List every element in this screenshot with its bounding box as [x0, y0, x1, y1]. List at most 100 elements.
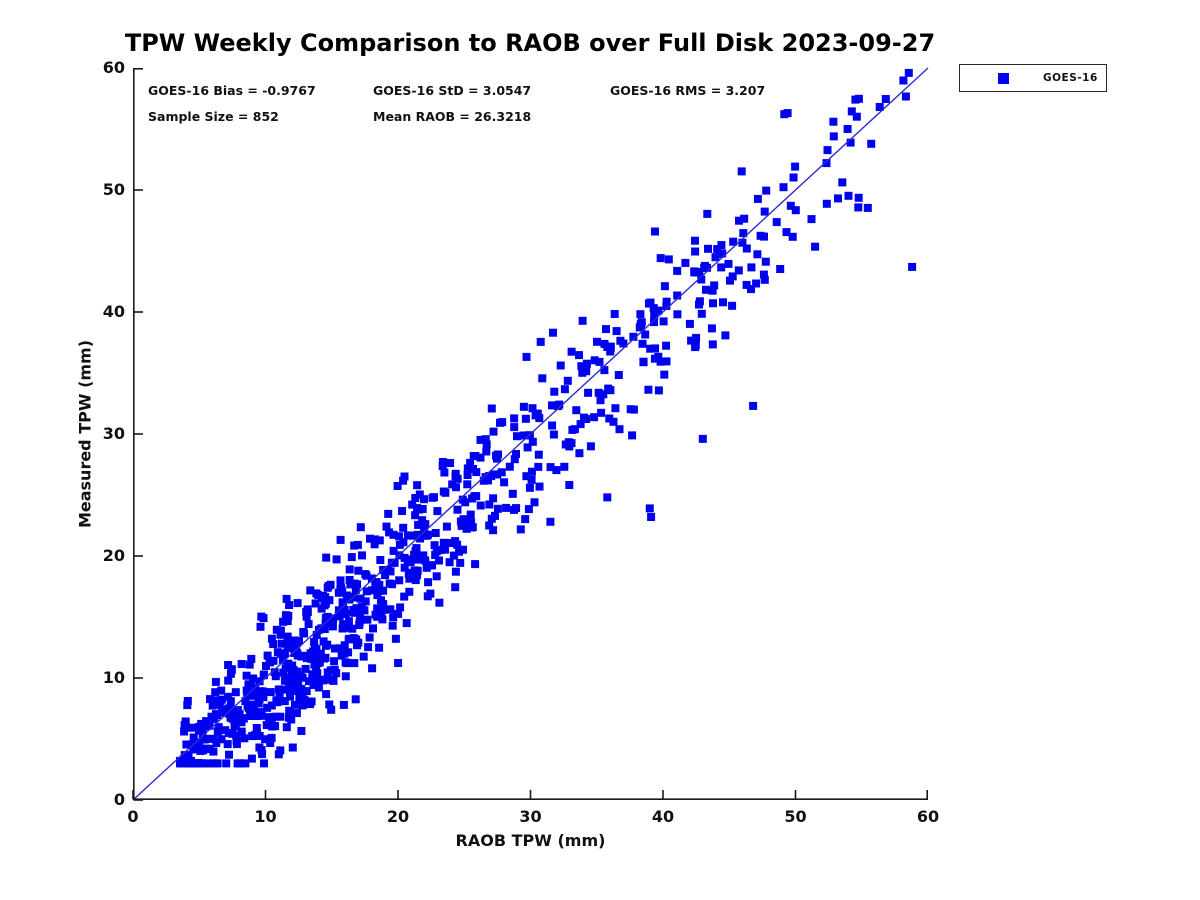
- scatter-point: [453, 505, 462, 514]
- scatter-point: [489, 526, 498, 535]
- scatter-point: [241, 697, 250, 706]
- scatter-point: [267, 701, 276, 710]
- scatter-point: [295, 672, 304, 681]
- scatter-point: [281, 611, 290, 620]
- scatter-point: [753, 250, 762, 259]
- scatter-point: [563, 376, 572, 385]
- scatter-point: [346, 580, 355, 589]
- scatter-point: [908, 262, 917, 271]
- scatter-point: [462, 517, 471, 526]
- scatter-point: [838, 178, 847, 187]
- scatter-point: [596, 396, 605, 405]
- scatter-point: [283, 632, 292, 641]
- scatter-point: [271, 712, 280, 721]
- scatter-point: [271, 672, 280, 681]
- scatter-point: [336, 535, 345, 544]
- scatter-point: [508, 489, 517, 498]
- scatter-point: [430, 541, 439, 550]
- scatter-point: [647, 513, 656, 521]
- scatter-point: [471, 560, 480, 569]
- scatter-point: [605, 414, 614, 423]
- scatter-point: [536, 337, 545, 346]
- scatter-point: [302, 687, 311, 696]
- scatter-point: [408, 500, 417, 509]
- scatter-point: [189, 745, 198, 754]
- scatter-point: [213, 759, 222, 768]
- scatter-point: [336, 576, 345, 585]
- scatter-point: [521, 515, 530, 524]
- scatter-point: [510, 455, 519, 464]
- scatter-point: [656, 357, 665, 366]
- scatter-point: [457, 521, 466, 530]
- scatter-point: [577, 362, 586, 371]
- scatter-point: [195, 726, 203, 735]
- y-tick-label: 40: [102, 302, 125, 321]
- scatter-point: [286, 685, 295, 694]
- scatter-point: [510, 423, 519, 432]
- scatter-point: [314, 683, 323, 692]
- scatter-point: [487, 514, 496, 523]
- scatter-point: [548, 421, 557, 430]
- scatter-point: [353, 540, 362, 549]
- scatter-point: [411, 511, 420, 520]
- scatter-point: [258, 687, 267, 696]
- scatter-point: [512, 450, 520, 458]
- scatter-point: [467, 518, 476, 527]
- scatter-point: [719, 298, 727, 307]
- scatter-point: [329, 614, 338, 623]
- scatter-point: [691, 247, 700, 256]
- scatter-point: [530, 498, 539, 507]
- scatter-point: [405, 587, 414, 596]
- scatter-point: [847, 107, 856, 116]
- scatter-point: [729, 237, 738, 246]
- scatter-point: [493, 454, 501, 463]
- scatter-point: [266, 658, 274, 667]
- scatter-point: [899, 76, 908, 85]
- scatter-point: [350, 659, 359, 668]
- scatter-point: [332, 669, 341, 678]
- scatter-point: [292, 709, 301, 718]
- scatter-point: [295, 694, 304, 702]
- scatter-point: [660, 370, 669, 379]
- scatter-point: [538, 374, 547, 383]
- scatter-point: [405, 574, 414, 583]
- scatter-point: [255, 677, 264, 686]
- scatter-point: [481, 435, 490, 444]
- scatter-point: [700, 261, 709, 270]
- scatter-point: [791, 162, 800, 171]
- scatter-point: [363, 615, 372, 624]
- scatter-point: [497, 468, 506, 477]
- scatter-point: [662, 357, 671, 366]
- scatter-point: [202, 717, 211, 726]
- scatter-point: [335, 644, 344, 653]
- scatter-point: [180, 727, 189, 736]
- scatter-point: [362, 587, 371, 596]
- scatter-point: [347, 553, 356, 562]
- scatter-point: [276, 712, 285, 721]
- scatter-point: [650, 318, 658, 327]
- scatter-point: [399, 538, 408, 547]
- scatter-point: [502, 503, 511, 512]
- scatter-point: [354, 566, 363, 575]
- scatter-point: [272, 625, 281, 634]
- scatter-point: [489, 427, 498, 436]
- scatter-point: [368, 586, 377, 595]
- scatter-point: [534, 450, 543, 459]
- scatter-point: [535, 482, 544, 491]
- scatter-point: [662, 297, 671, 306]
- scatter-point: [426, 561, 435, 570]
- scatter-point: [364, 643, 373, 652]
- legend-box: GOES-16: [959, 64, 1107, 92]
- scatter-point: [703, 209, 712, 218]
- scatter-point: [385, 579, 394, 588]
- scatter-point: [469, 465, 477, 473]
- scatter-point: [505, 462, 514, 471]
- scatter-point: [519, 402, 528, 411]
- scatter-point: [594, 388, 603, 397]
- scatter-point: [398, 507, 407, 515]
- scatter-point: [211, 688, 220, 697]
- scatter-point: [268, 722, 277, 731]
- scatter-point: [356, 594, 365, 603]
- scatter-point: [519, 431, 528, 440]
- scatter-point: [330, 657, 339, 666]
